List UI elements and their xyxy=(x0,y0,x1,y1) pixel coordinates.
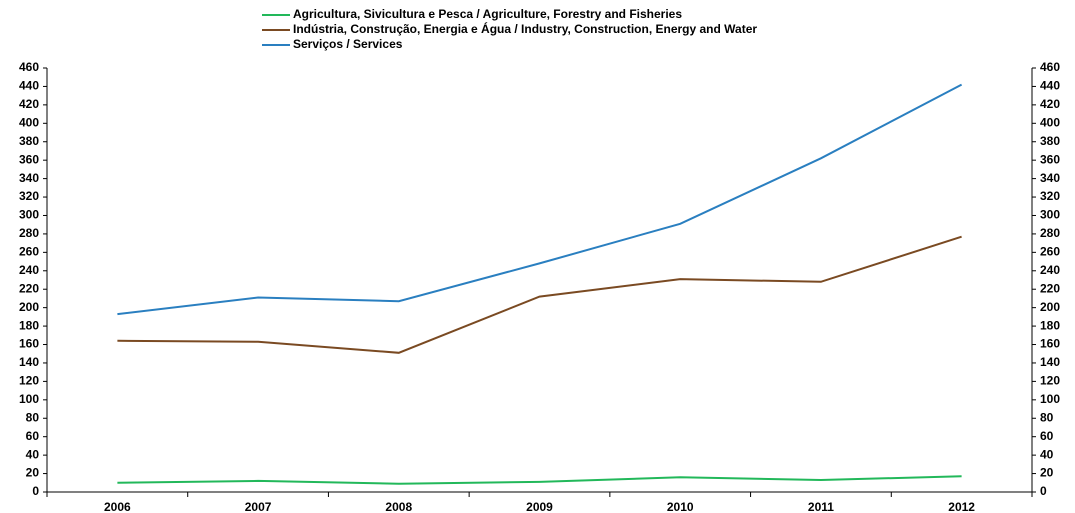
y2-tick-label: 420 xyxy=(1040,97,1060,111)
y2-tick-label: 160 xyxy=(1040,337,1060,351)
x-tick-label: 2010 xyxy=(667,500,694,513)
y2-tick-label: 220 xyxy=(1040,281,1060,295)
y2-tick-label: 80 xyxy=(1040,410,1054,424)
y2-tick-label: 260 xyxy=(1040,245,1060,259)
y-tick-label: 400 xyxy=(19,115,39,129)
y-tick-label: 360 xyxy=(19,152,39,166)
y-tick-label: 320 xyxy=(19,189,39,203)
y-tick-label: 440 xyxy=(19,79,39,93)
y2-tick-label: 360 xyxy=(1040,152,1060,166)
y-tick-label: 240 xyxy=(19,263,39,277)
y2-tick-label: 0 xyxy=(1040,484,1047,498)
line-series xyxy=(117,83,963,316)
line-series xyxy=(117,235,962,354)
legend-label: Serviços / Services xyxy=(293,37,403,51)
y2-tick-label: 320 xyxy=(1040,189,1060,203)
y2-tick-label: 40 xyxy=(1040,447,1054,461)
y-tick-label: 280 xyxy=(19,226,39,240)
x-tick-label: 2006 xyxy=(104,500,131,513)
line-series xyxy=(117,475,962,485)
y2-tick-label: 140 xyxy=(1040,355,1060,369)
y-tick-label: 420 xyxy=(19,97,39,111)
y2-tick-label: 400 xyxy=(1040,115,1060,129)
x-tick-label: 2012 xyxy=(948,500,975,513)
y-tick-label: 120 xyxy=(19,374,39,388)
y-tick-label: 40 xyxy=(26,447,40,461)
x-tick-label: 2007 xyxy=(245,500,272,513)
y-tick-label: 0 xyxy=(32,484,39,498)
y-tick-label: 60 xyxy=(26,429,40,443)
y2-tick-label: 280 xyxy=(1040,226,1060,240)
y2-tick-label: 120 xyxy=(1040,374,1060,388)
y-tick-label: 140 xyxy=(19,355,39,369)
y-tick-label: 460 xyxy=(19,60,39,74)
y2-tick-label: 380 xyxy=(1040,134,1060,148)
y-tick-label: 300 xyxy=(19,208,39,222)
y2-tick-label: 460 xyxy=(1040,60,1060,74)
y2-tick-label: 300 xyxy=(1040,208,1060,222)
x-tick-label: 2009 xyxy=(526,500,553,513)
y2-tick-label: 180 xyxy=(1040,318,1060,332)
y2-tick-label: 60 xyxy=(1040,429,1054,443)
y2-tick-label: 240 xyxy=(1040,263,1060,277)
y2-tick-label: 100 xyxy=(1040,392,1060,406)
y-tick-label: 160 xyxy=(19,337,39,351)
y2-tick-label: 20 xyxy=(1040,466,1054,480)
y2-tick-label: 440 xyxy=(1040,79,1060,93)
y-tick-label: 180 xyxy=(19,318,39,332)
y2-tick-label: 340 xyxy=(1040,171,1060,185)
y-tick-label: 80 xyxy=(26,410,40,424)
x-tick-label: 2011 xyxy=(808,500,834,513)
legend-label: Indústria, Construção, Energia e Água / … xyxy=(293,21,757,36)
y-tick-label: 260 xyxy=(19,245,39,259)
y-tick-label: 220 xyxy=(19,281,39,295)
y-tick-label: 20 xyxy=(26,466,40,480)
x-tick-label: 2008 xyxy=(385,500,412,513)
y-tick-label: 340 xyxy=(19,171,39,185)
y-tick-label: 380 xyxy=(19,134,39,148)
legend-label: Agricultura, Sivicultura e Pesca / Agric… xyxy=(293,7,682,21)
y-tick-label: 100 xyxy=(19,392,39,406)
y-tick-label: 200 xyxy=(19,300,39,314)
y2-tick-label: 200 xyxy=(1040,300,1060,314)
